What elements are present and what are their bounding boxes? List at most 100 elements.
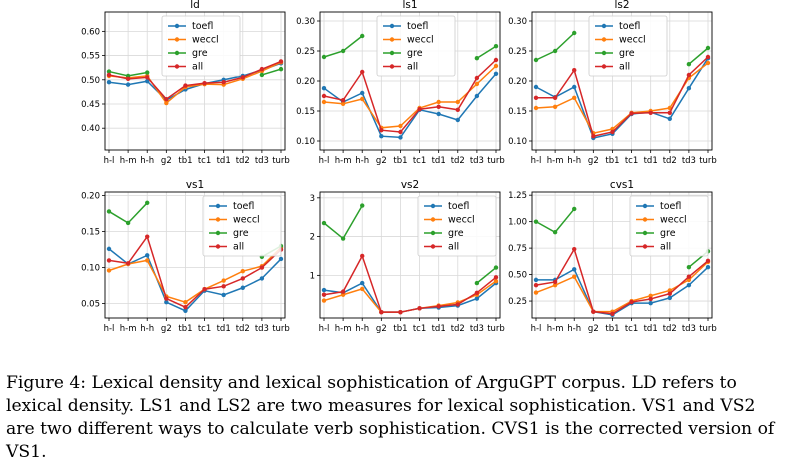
data-point-all	[629, 299, 634, 305]
data-point-all	[145, 234, 150, 239]
x-tick-label: turb	[272, 324, 290, 334]
plot-frame	[104, 11, 286, 151]
x-tick-label: h-h	[567, 156, 581, 166]
data-point-all	[379, 128, 384, 133]
data-point-toefl	[221, 292, 226, 298]
data-point-toefl	[474, 296, 480, 301]
data-point-toefl	[106, 246, 112, 252]
data-point-gre	[360, 33, 365, 39]
y-tick-label: 3	[310, 194, 315, 204]
data-point-all	[493, 57, 499, 63]
data-point-gre	[145, 70, 150, 75]
series-line-toefl	[536, 266, 709, 316]
data-point-weccl	[360, 286, 365, 292]
data-point-all	[125, 76, 131, 82]
data-point-all	[125, 261, 131, 266]
data-point-all	[648, 296, 653, 302]
legend-marker-weccl	[642, 217, 648, 222]
data-point-all	[629, 111, 634, 116]
series-line-all	[108, 60, 282, 101]
data-point-all	[667, 291, 672, 296]
chart-title: ld	[190, 0, 200, 11]
legend-marker-gre	[174, 50, 180, 56]
data-point-all	[610, 129, 615, 135]
x-tick-label: g2	[588, 156, 599, 166]
data-point-all	[106, 72, 112, 78]
data-point-gre	[533, 219, 539, 224]
y-tick-label: 0.20	[296, 77, 315, 87]
x-tick-label: h-h	[355, 156, 369, 166]
data-point-all	[360, 253, 365, 259]
data-point-weccl	[340, 101, 346, 107]
legend-box	[202, 195, 282, 257]
legend-box	[417, 195, 497, 257]
data-point-all	[474, 290, 480, 295]
legend-marker-weccl	[215, 217, 221, 222]
legend: toefl weccl gre all	[161, 15, 241, 77]
y-tick-label: 0.10	[81, 264, 100, 274]
legend-label-toefl: toefl	[619, 21, 640, 32]
legend-label-all: all	[619, 62, 630, 73]
data-point-all	[493, 275, 499, 280]
y-tick-label: 0.60	[81, 27, 100, 37]
legend-label-all: all	[233, 242, 244, 253]
y-tick-label: 0.25	[508, 297, 527, 307]
data-point-toefl	[398, 135, 403, 140]
series-line-toefl	[108, 248, 282, 312]
y-tick-label: 1.25	[508, 191, 527, 201]
data-point-all	[705, 54, 711, 60]
data-point-all	[340, 98, 346, 103]
legend-label-weccl: weccl	[407, 35, 434, 46]
legend-label-all: all	[407, 62, 418, 73]
x-tick-label: h-h	[355, 324, 369, 334]
data-point-weccl	[321, 99, 327, 105]
series-line-all	[535, 247, 709, 315]
data-point-toefl	[145, 79, 150, 84]
plot-frame	[319, 191, 501, 319]
legend-label-toefl: toefl	[233, 201, 254, 212]
legend-box	[629, 195, 709, 257]
legend-label-gre: gre	[192, 48, 208, 59]
x-tick-label: h-l	[104, 324, 115, 334]
y-tick-label: 0.10	[296, 137, 315, 147]
data-point-all	[259, 66, 265, 72]
data-point-gre	[360, 203, 365, 208]
data-point-weccl	[360, 96, 365, 102]
legend-marker-all	[174, 64, 180, 69]
chart-title: ls1	[402, 0, 417, 11]
data-point-weccl	[552, 104, 558, 110]
chart-panel-ls2: h-l h-m h-h g2 tb1 tc1 td1 td2 td3 turb 0.10 0.15 0.…	[508, 0, 717, 166]
x-tick-label: h-m	[120, 324, 137, 334]
series-line-all	[323, 59, 497, 133]
data-point-toefl	[106, 80, 112, 85]
x-tick-label: tc1	[198, 156, 211, 166]
data-point-all	[591, 134, 596, 139]
x-tick-label: g2	[376, 324, 387, 334]
chart-panel-cvs1: h-l h-m h-h g2 tb1 tc1 td1 td2 td3 turb 0.25 0.50 0.…	[508, 179, 717, 334]
data-point-all	[686, 274, 692, 279]
data-point-all	[436, 104, 441, 110]
legend-label-all: all	[660, 242, 671, 253]
data-point-weccl	[667, 288, 672, 293]
data-point-weccl	[240, 269, 245, 274]
y-tick-label: 0.50	[508, 271, 527, 281]
y-tick-label: 1.00	[508, 218, 527, 228]
data-point-weccl	[183, 299, 188, 305]
chart-title: vs1	[186, 179, 204, 191]
data-point-toefl	[360, 90, 365, 96]
x-tick-label: tc1	[413, 156, 426, 166]
data-point-gre	[572, 30, 577, 36]
chart-title: cvs1	[610, 179, 634, 191]
plot-frame	[531, 191, 713, 319]
x-tick-label: h-l	[531, 156, 542, 166]
data-point-weccl	[686, 277, 692, 283]
data-point-gre	[278, 66, 284, 72]
data-point-gre	[686, 61, 692, 67]
data-point-all	[667, 110, 672, 116]
x-tick-label: td1	[432, 156, 446, 166]
legend: toefl weccl gre all	[588, 15, 668, 77]
data-point-weccl	[398, 123, 403, 129]
x-tick-label: h-l	[531, 324, 542, 334]
data-point-gre	[106, 69, 112, 74]
data-point-toefl	[379, 134, 384, 139]
